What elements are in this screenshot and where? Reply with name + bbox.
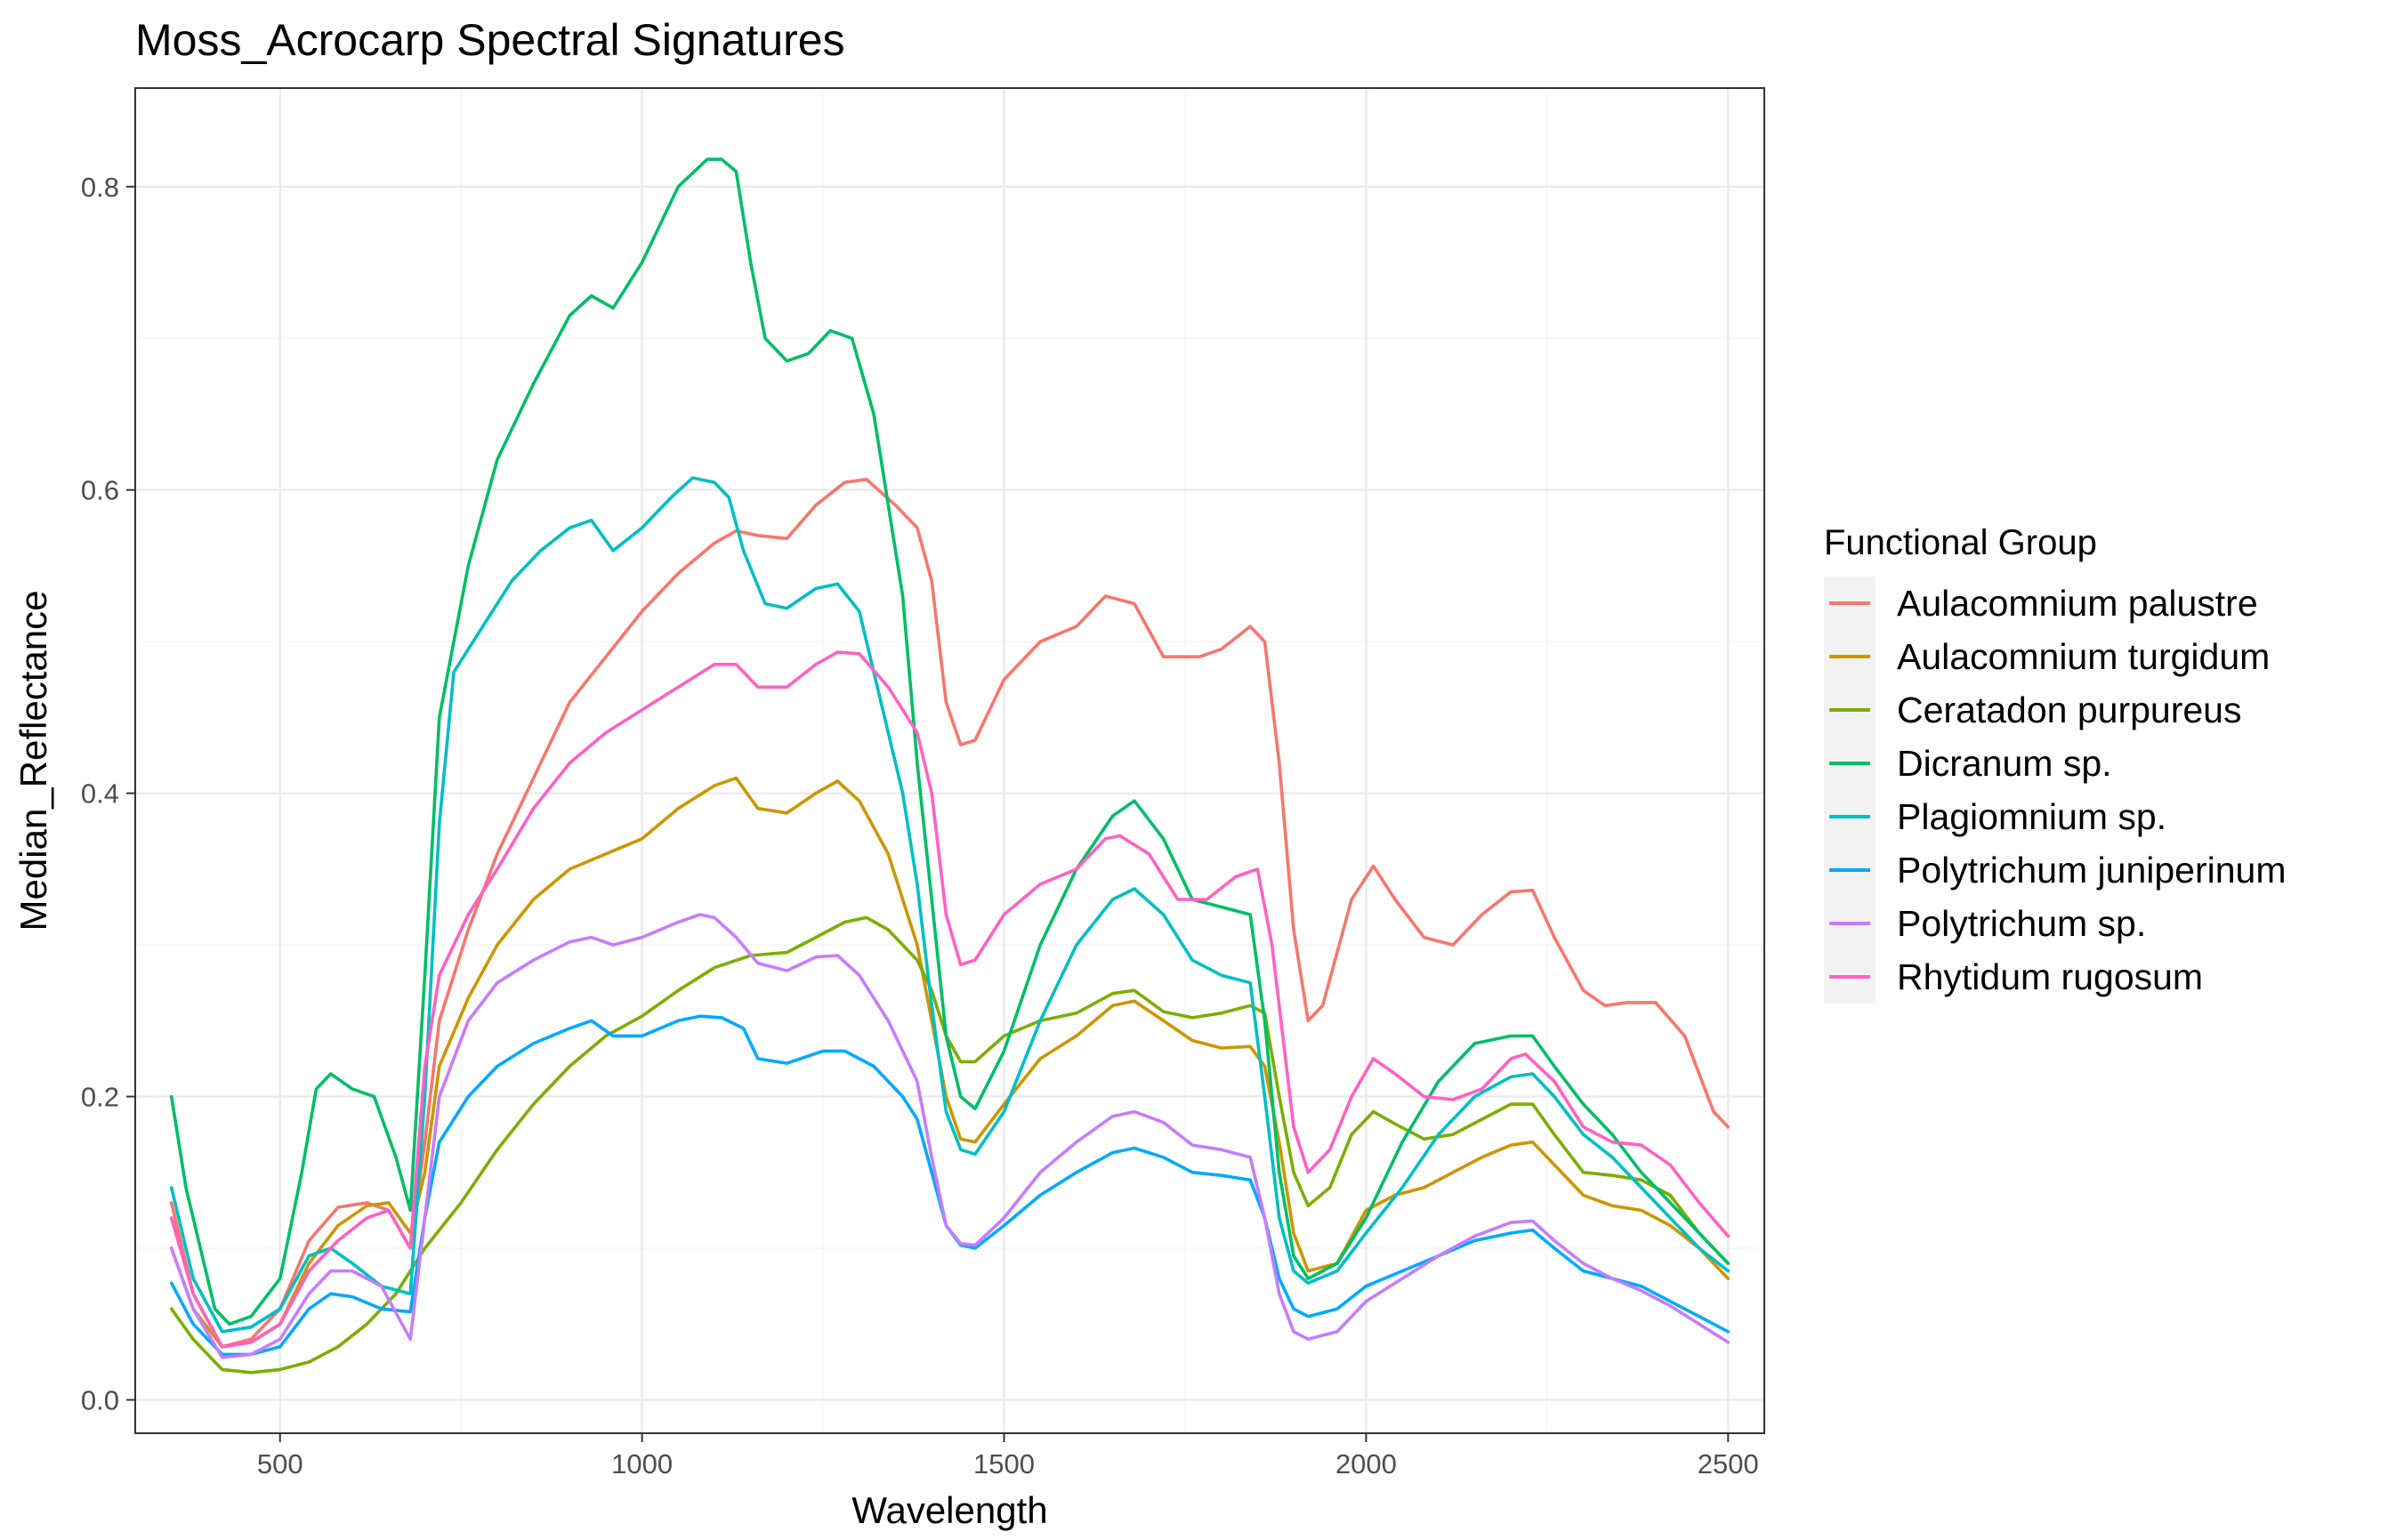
series-line-rhytidum-rugosum: [169, 650, 1730, 1349]
y-tick-label: 0.6: [81, 475, 119, 506]
series-line-aulacomnium-turgidum: [169, 776, 1730, 1349]
legend-label-rhytidum-rugosum: Rhytidum rugosum: [1897, 956, 2203, 997]
series-line-aulacomnium-palustre: [169, 477, 1730, 1349]
series-line-ceratadon-purpureus: [169, 915, 1730, 1375]
legend-label-aulacomnium-turgidum: Aulacomnium turgidum: [1897, 636, 2270, 677]
legend-items: Aulacomnium palustre Aulacomnium turgidum…: [1824, 576, 2287, 1004]
series-lines: [169, 157, 1730, 1375]
y-tick-label: 0.8: [81, 172, 119, 203]
y-axis-title: Median_Reflectance: [12, 591, 54, 931]
legend-label-aulacomnium-palustre: Aulacomnium palustre: [1897, 583, 2258, 624]
x-tick-label: 2500: [1698, 1448, 1759, 1480]
major-gridlines: [135, 88, 1764, 1433]
legend-label-polytrichum-juniperinum: Polytrichum juniperinum: [1897, 850, 2287, 891]
x-tick-label: 500: [257, 1448, 303, 1480]
y-tick-label: 0.4: [81, 778, 119, 810]
minor-gridlines: [135, 88, 1764, 1433]
series-line-plagiomnium-sp: [169, 476, 1730, 1334]
series-line-dicranum-sp: [169, 157, 1730, 1326]
y-axis: 0.0 0.2 0.4 0.6 0.8: [81, 172, 135, 1415]
panel-border: [134, 87, 1765, 1434]
legend-label-dicranum-sp: Dicranum sp.: [1897, 743, 2112, 784]
legend-title: Functional Group: [1824, 523, 2097, 562]
legend-label-polytrichum-sp: Polytrichum sp.: [1897, 903, 2146, 944]
legend: Functional Group Aulacomnium palustreAul…: [1824, 523, 2287, 1004]
legend-label-plagiomnium-sp: Plagiomnium sp.: [1897, 796, 2166, 837]
y-tick-label: 0.2: [81, 1082, 119, 1113]
chart-title: Moss_Acrocarp Spectral Signatures: [135, 15, 845, 65]
x-tick-label: 2000: [1335, 1448, 1397, 1480]
panel-background: [135, 88, 1764, 1433]
x-tick-label: 1500: [973, 1448, 1035, 1480]
x-tick-label: 1000: [611, 1448, 673, 1480]
series-line-polytrichum-sp: [169, 913, 1730, 1359]
plot-panel: [134, 87, 1765, 1434]
legend-label-ceratadon-purpureus: Ceratadon purpureus: [1897, 689, 2241, 730]
x-axis: 500 1000 1500 2000 2500: [257, 1433, 1759, 1480]
x-axis-title: Wavelength: [851, 1489, 1047, 1531]
y-tick-label: 0.0: [81, 1384, 119, 1415]
